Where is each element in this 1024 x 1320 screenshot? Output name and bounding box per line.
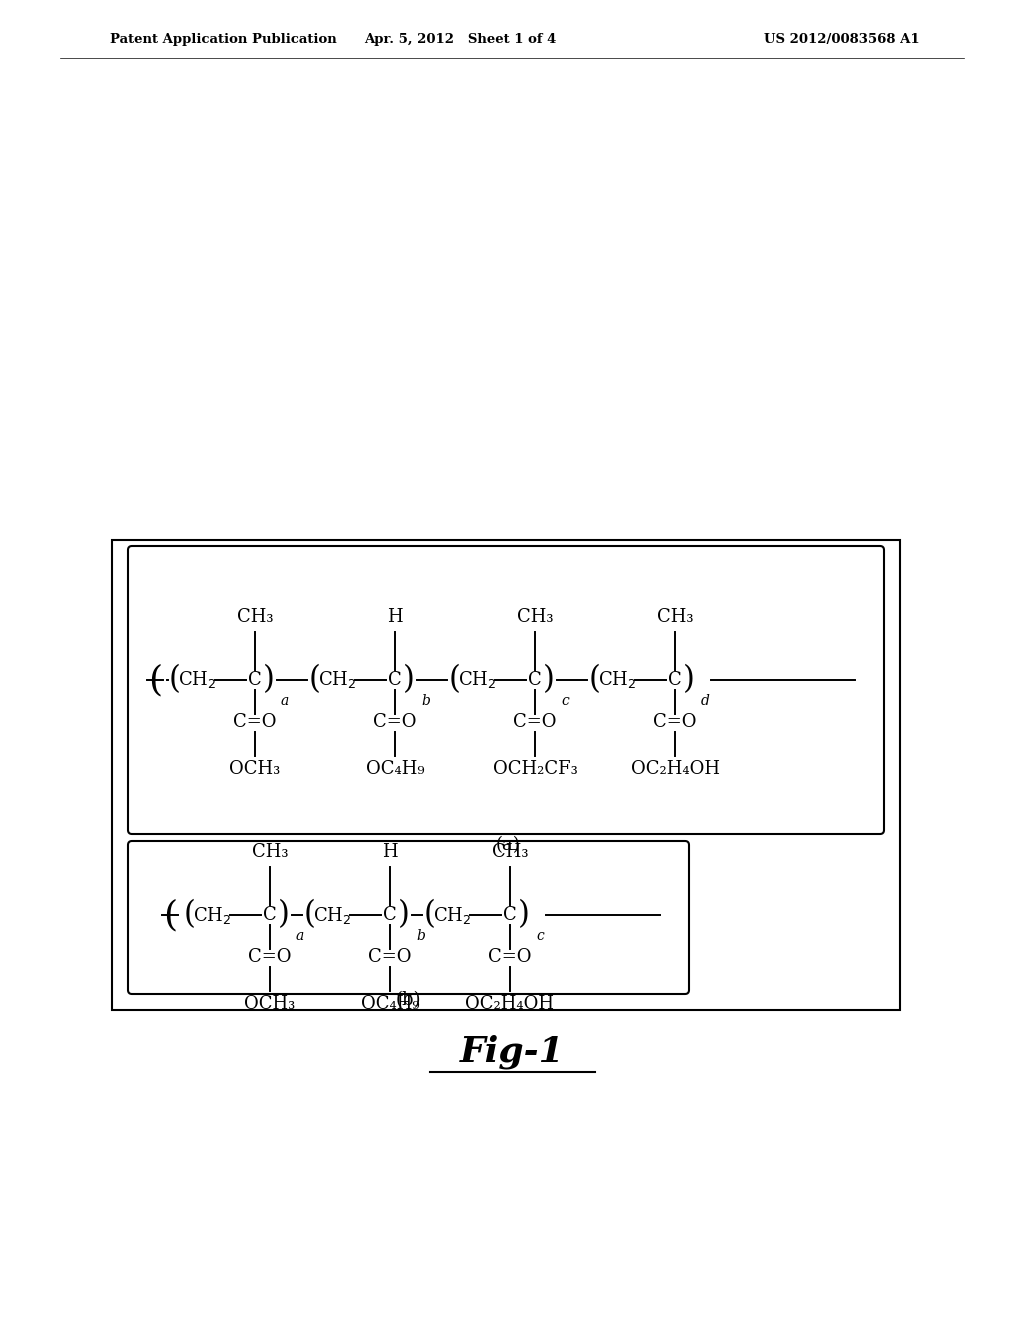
Text: ): ) xyxy=(263,664,274,696)
Text: c: c xyxy=(561,694,568,708)
Text: OCH₂CF₃: OCH₂CF₃ xyxy=(493,760,578,777)
Text: (: ( xyxy=(304,899,316,931)
Text: H: H xyxy=(387,609,402,626)
FancyBboxPatch shape xyxy=(128,841,689,994)
Text: CH$_2$: CH$_2$ xyxy=(193,904,231,925)
Text: (: ( xyxy=(589,664,601,696)
Text: a: a xyxy=(296,929,304,942)
Text: a: a xyxy=(281,694,289,708)
Text: ): ) xyxy=(403,664,415,696)
Bar xyxy=(112,540,900,1010)
Text: OC₂H₄OH: OC₂H₄OH xyxy=(466,995,555,1012)
Text: Fig-1: Fig-1 xyxy=(460,1035,564,1069)
Text: C=O: C=O xyxy=(248,948,292,966)
Text: ): ) xyxy=(398,899,410,931)
Text: Apr. 5, 2012   Sheet 1 of 4: Apr. 5, 2012 Sheet 1 of 4 xyxy=(364,33,556,46)
Text: ): ) xyxy=(279,899,290,931)
Text: Patent Application Publication: Patent Application Publication xyxy=(110,33,337,46)
Text: C: C xyxy=(383,906,397,924)
Text: CH₃: CH₃ xyxy=(492,843,528,861)
Text: CH$_2$: CH$_2$ xyxy=(312,904,351,925)
Text: ): ) xyxy=(518,899,530,931)
Text: US 2012/0083568 A1: US 2012/0083568 A1 xyxy=(764,33,920,46)
Text: b: b xyxy=(421,694,430,708)
Text: CH$_2$: CH$_2$ xyxy=(178,669,216,690)
Text: C=O: C=O xyxy=(513,713,557,731)
Text: (: ( xyxy=(309,664,321,696)
Text: OCH₃: OCH₃ xyxy=(245,995,296,1012)
Text: (: ( xyxy=(450,664,461,696)
Text: OCH₃: OCH₃ xyxy=(229,760,281,777)
Text: C=O: C=O xyxy=(488,948,531,966)
Text: (: ( xyxy=(169,664,181,696)
Text: (: ( xyxy=(424,899,436,931)
Text: OC₄H₉: OC₄H₉ xyxy=(366,760,424,777)
Text: C=O: C=O xyxy=(374,713,417,731)
Text: (: ( xyxy=(147,663,162,697)
Text: CH$_2$: CH$_2$ xyxy=(458,669,497,690)
Text: CH$_2$: CH$_2$ xyxy=(433,904,471,925)
Text: C: C xyxy=(388,671,401,689)
Text: (a): (a) xyxy=(496,836,520,854)
FancyBboxPatch shape xyxy=(128,546,884,834)
Text: (: ( xyxy=(163,898,177,932)
Text: OC₂H₄OH: OC₂H₄OH xyxy=(631,760,720,777)
Text: H: H xyxy=(382,843,397,861)
Text: C: C xyxy=(263,906,276,924)
Text: c: c xyxy=(536,929,544,942)
Text: C: C xyxy=(668,671,682,689)
Text: ): ) xyxy=(543,664,555,696)
Text: C=O: C=O xyxy=(369,948,412,966)
Text: d: d xyxy=(701,694,710,708)
Text: ): ) xyxy=(683,664,695,696)
Text: (b): (b) xyxy=(395,991,421,1008)
Text: C: C xyxy=(248,671,262,689)
Text: C: C xyxy=(503,906,517,924)
Text: CH₃: CH₃ xyxy=(237,609,273,626)
Text: CH₃: CH₃ xyxy=(656,609,693,626)
Text: CH₃: CH₃ xyxy=(252,843,288,861)
Text: CH$_2$: CH$_2$ xyxy=(598,669,636,690)
Text: CH₃: CH₃ xyxy=(517,609,553,626)
Text: CH$_2$: CH$_2$ xyxy=(317,669,356,690)
Text: C: C xyxy=(528,671,542,689)
Text: (: ( xyxy=(184,899,196,931)
Text: C=O: C=O xyxy=(233,713,276,731)
Text: OC₄H₉: OC₄H₉ xyxy=(360,995,419,1012)
Text: C=O: C=O xyxy=(653,713,696,731)
Text: b: b xyxy=(416,929,425,942)
